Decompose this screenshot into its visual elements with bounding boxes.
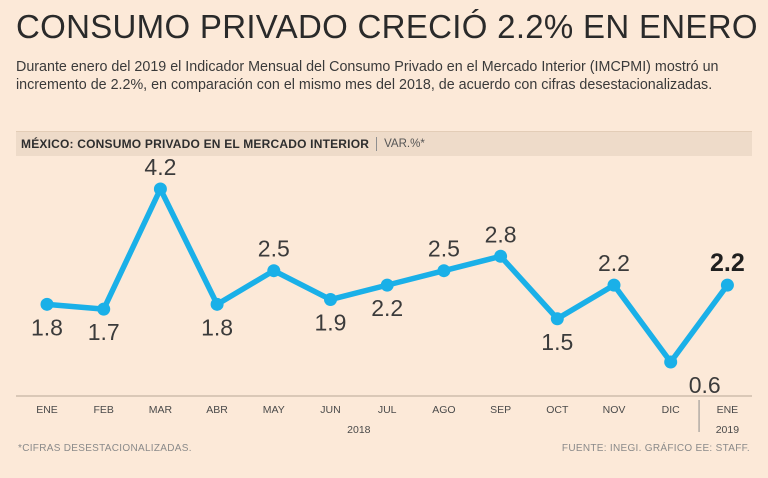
headline: CONSUMO PRIVADO CRECIÓ 2.2% EN ENERO [16, 8, 758, 45]
x-tick-label: ENE [36, 404, 58, 416]
data-point [437, 264, 451, 278]
data-label: 2.8 [485, 221, 517, 247]
data-label: 2.2 [598, 250, 630, 276]
x-tick-label: ABR [206, 404, 228, 416]
year-label: 2019 [716, 424, 740, 436]
data-point [664, 355, 678, 369]
x-tick-label: NOV [603, 404, 626, 416]
data-point [210, 297, 224, 311]
chart-header-divider [376, 137, 378, 151]
x-tick-label: MAR [149, 404, 173, 416]
data-label: 1.5 [541, 329, 573, 355]
data-label: 0.6 [689, 372, 721, 398]
chart-header-bar: MÉXICO: CONSUMO PRIVADO EN EL MERCADO IN… [16, 131, 752, 156]
source-credit: FUENTE: INEGI. GRÁFICO EE: STAFF. [561, 443, 750, 454]
deck-paragraph: Durante enero del 2019 el Indicador Mens… [16, 59, 719, 93]
x-tick-label: JUL [378, 404, 397, 416]
x-tick-label: DIC [662, 404, 681, 416]
data-point [550, 312, 564, 326]
data-point [153, 182, 167, 196]
data-label: 1.8 [201, 314, 233, 340]
data-label: 1.7 [88, 319, 120, 345]
footnote: *CIFRAS DESESTACIONALIZADAS. [18, 443, 192, 454]
data-point [607, 278, 621, 292]
x-tick-label: MAY [263, 404, 285, 416]
x-tick-label: OCT [546, 404, 569, 416]
data-point [380, 278, 394, 292]
year-label: 2018 [347, 424, 371, 436]
data-point [324, 293, 337, 307]
x-tick-label: JUN [320, 404, 340, 416]
x-tick-label: ENE [717, 404, 739, 416]
x-tick-label: AGO [432, 404, 455, 416]
data-label: 1.8 [31, 314, 63, 340]
data-label: 2.2 [371, 295, 403, 321]
data-label: 1.9 [315, 310, 347, 336]
chart-unit: VAR.%* [384, 138, 425, 150]
chart-title: MÉXICO: CONSUMO PRIVADO EN EL MERCADO IN… [21, 137, 370, 151]
data-point [97, 302, 111, 316]
data-label: 2.5 [258, 236, 290, 262]
data-label: 2.2 [710, 249, 745, 277]
data-point [494, 249, 508, 263]
x-tick-label: SEP [490, 404, 511, 416]
data-label: 4.2 [144, 154, 176, 180]
data-label: 2.5 [428, 236, 460, 262]
data-point [267, 264, 281, 278]
data-point [40, 297, 54, 311]
data-point [720, 278, 734, 292]
x-tick-label: FEB [93, 404, 113, 416]
